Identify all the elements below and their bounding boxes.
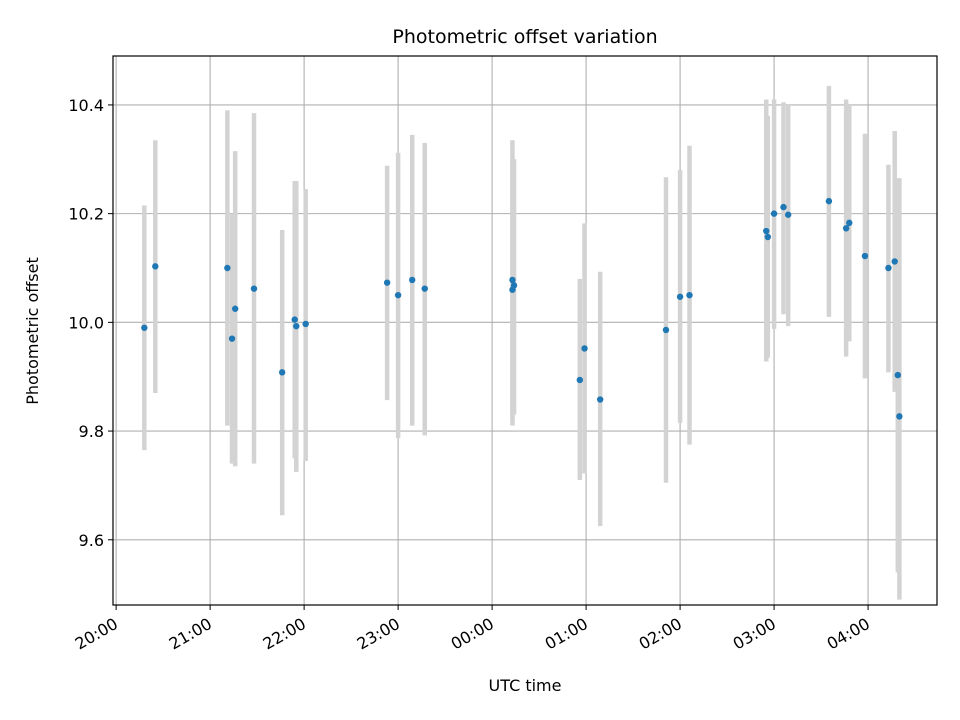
data-point (894, 371, 902, 379)
data-point (842, 225, 850, 232)
data-point (763, 227, 770, 235)
data-point (596, 396, 604, 403)
y-axis-ticks: 9.6 9.8 10.0 10.2 10.4 (68, 96, 113, 550)
data-point (291, 316, 298, 323)
plot-frame (112, 55, 938, 606)
data-point (885, 264, 892, 272)
data-point (825, 197, 833, 205)
data-point (662, 326, 670, 334)
data-points (141, 197, 903, 420)
data-point (780, 203, 787, 211)
y-tick-label: 9.8 (79, 422, 104, 441)
y-axis-label: Photometric offset (23, 257, 42, 405)
data-point (509, 276, 516, 284)
chart-title: Photometric offset variation (392, 26, 657, 48)
data-point (891, 258, 898, 265)
data-point (224, 264, 231, 272)
data-point (896, 413, 903, 420)
data-point (861, 252, 869, 260)
data-point (228, 335, 236, 342)
data-point (686, 291, 693, 299)
y-tick-label: 10.2 (68, 205, 104, 224)
data-point (231, 305, 239, 312)
data-point (784, 211, 792, 218)
data-point (764, 233, 772, 241)
data-point (510, 282, 518, 289)
data-point (383, 279, 391, 286)
y-tick-label: 9.6 (79, 531, 104, 550)
data-point (250, 285, 258, 292)
data-point (409, 276, 416, 284)
data-point (152, 263, 159, 270)
y-tick-label: 10.0 (68, 313, 104, 332)
x-axis-label: UTC time (489, 676, 562, 695)
data-point (302, 320, 309, 328)
data-point (141, 324, 148, 331)
y-tick-label: 10.4 (68, 96, 104, 115)
data-point (394, 291, 402, 299)
data-point (421, 285, 428, 292)
data-point (278, 369, 286, 376)
data-point (581, 345, 588, 352)
data-point (676, 293, 684, 300)
data-point (293, 322, 300, 330)
data-point (770, 210, 778, 217)
data-point (846, 219, 853, 227)
data-point (576, 376, 584, 384)
